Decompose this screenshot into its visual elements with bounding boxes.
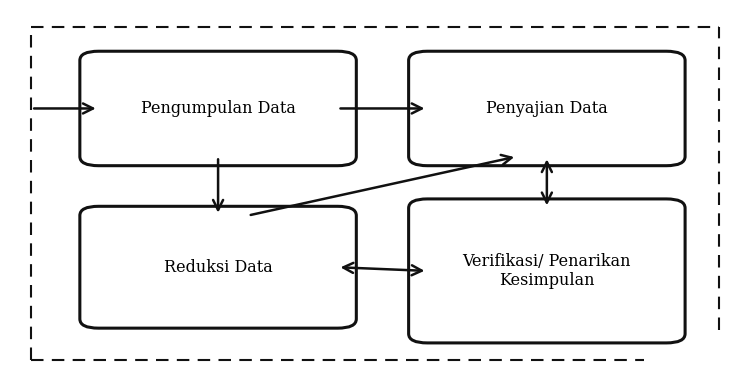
FancyBboxPatch shape [80, 206, 356, 328]
Text: Reduksi Data: Reduksi Data [164, 259, 272, 276]
Text: Verifikasi/ Penarikan
Kesimpulan: Verifikasi/ Penarikan Kesimpulan [463, 253, 631, 289]
FancyBboxPatch shape [80, 51, 356, 166]
Text: Pengumpulan Data: Pengumpulan Data [141, 100, 296, 117]
FancyBboxPatch shape [409, 199, 685, 343]
Text: Penyajian Data: Penyajian Data [486, 100, 608, 117]
FancyBboxPatch shape [409, 51, 685, 166]
